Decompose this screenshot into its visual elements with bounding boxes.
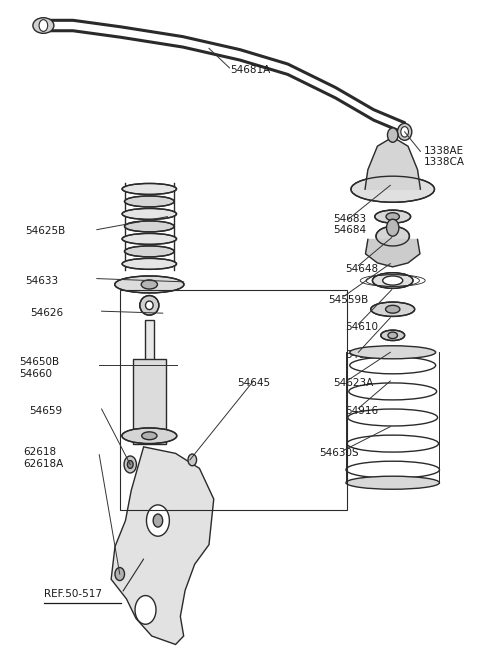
Polygon shape xyxy=(365,137,420,189)
Circle shape xyxy=(39,20,48,31)
Text: 54633: 54633 xyxy=(25,276,59,286)
Text: 54645: 54645 xyxy=(238,378,271,388)
Ellipse shape xyxy=(386,213,399,221)
Text: 54610: 54610 xyxy=(345,322,378,333)
Circle shape xyxy=(153,514,163,527)
Ellipse shape xyxy=(122,208,177,219)
Ellipse shape xyxy=(381,330,405,341)
Ellipse shape xyxy=(122,233,177,244)
Text: REF.50-517: REF.50-517 xyxy=(44,589,102,599)
Text: 54559B: 54559B xyxy=(328,295,369,305)
Text: 54625B: 54625B xyxy=(25,226,65,236)
Text: 54659: 54659 xyxy=(29,406,62,416)
Text: 54650B
54660: 54650B 54660 xyxy=(20,357,60,379)
Text: 1338AE
1338CA: 1338AE 1338CA xyxy=(424,146,465,168)
Ellipse shape xyxy=(346,476,440,489)
Ellipse shape xyxy=(124,221,174,232)
Ellipse shape xyxy=(140,295,159,315)
Circle shape xyxy=(127,460,133,468)
Ellipse shape xyxy=(141,280,157,289)
Polygon shape xyxy=(111,447,214,645)
Text: 54916: 54916 xyxy=(345,406,378,416)
Ellipse shape xyxy=(142,432,157,440)
Text: 54648: 54648 xyxy=(345,264,378,274)
Ellipse shape xyxy=(351,176,434,202)
Polygon shape xyxy=(365,240,420,267)
Ellipse shape xyxy=(375,210,410,223)
Circle shape xyxy=(188,454,197,466)
Ellipse shape xyxy=(371,302,415,316)
Text: 54681A: 54681A xyxy=(230,65,271,75)
Ellipse shape xyxy=(350,346,436,359)
Ellipse shape xyxy=(124,196,174,207)
Ellipse shape xyxy=(372,272,413,288)
Ellipse shape xyxy=(122,428,177,443)
Bar xyxy=(120,290,348,510)
Text: 54623A: 54623A xyxy=(333,378,373,388)
Circle shape xyxy=(386,219,399,236)
Ellipse shape xyxy=(376,227,409,246)
Ellipse shape xyxy=(383,276,403,285)
Ellipse shape xyxy=(115,276,184,293)
Circle shape xyxy=(401,126,408,137)
Ellipse shape xyxy=(124,246,174,257)
Text: 54683
54684: 54683 54684 xyxy=(333,214,366,235)
Circle shape xyxy=(124,456,136,473)
Ellipse shape xyxy=(388,332,397,339)
Ellipse shape xyxy=(33,18,54,33)
Circle shape xyxy=(146,505,169,536)
Ellipse shape xyxy=(385,305,400,313)
Ellipse shape xyxy=(397,123,412,140)
Bar xyxy=(144,320,154,388)
Bar xyxy=(132,359,166,443)
Text: 54630S: 54630S xyxy=(319,448,359,458)
Ellipse shape xyxy=(122,183,177,195)
Ellipse shape xyxy=(122,258,177,269)
Ellipse shape xyxy=(145,301,153,310)
Circle shape xyxy=(135,595,156,624)
Circle shape xyxy=(387,128,398,142)
Text: 62618
62618A: 62618 62618A xyxy=(23,447,63,469)
Circle shape xyxy=(115,567,124,580)
Text: 54626: 54626 xyxy=(30,308,63,318)
Text: 54612: 54612 xyxy=(345,350,378,360)
